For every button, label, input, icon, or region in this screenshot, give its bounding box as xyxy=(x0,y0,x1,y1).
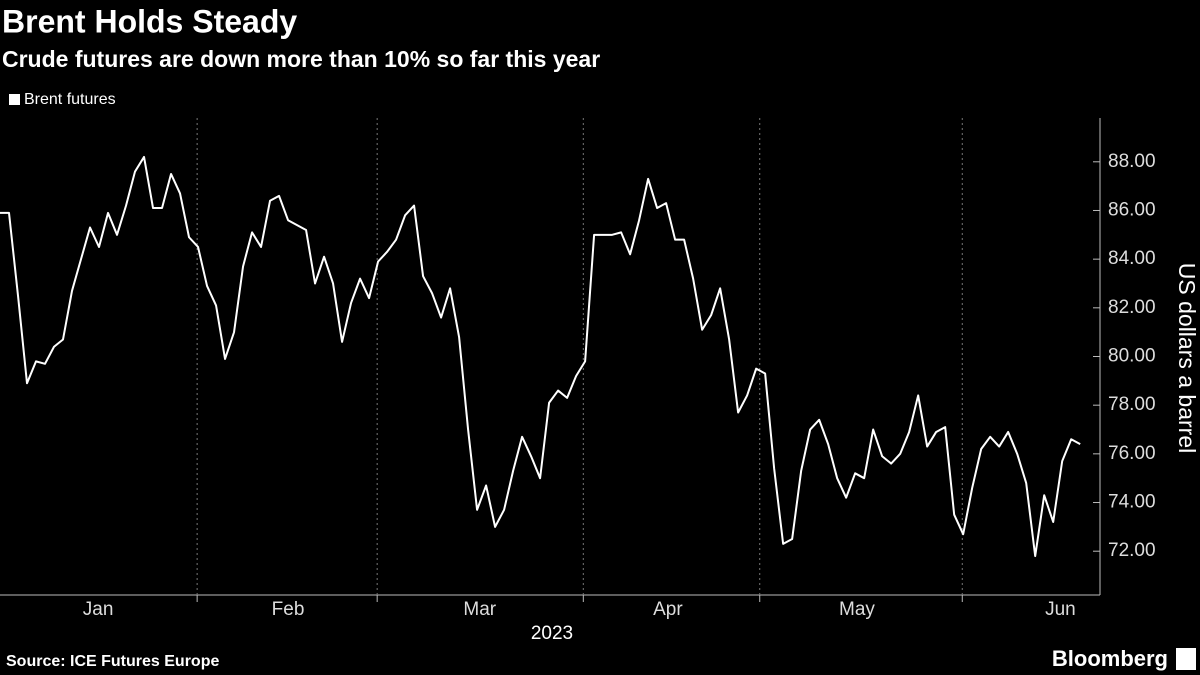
brand-logo xyxy=(1176,648,1196,670)
y-tick-label: 86.00 xyxy=(1108,199,1156,220)
legend-swatch xyxy=(9,94,20,105)
chart-title: Brent Holds Steady xyxy=(2,3,297,39)
x-tick-label: Jan xyxy=(83,599,114,620)
y-tick-label: 78.00 xyxy=(1108,394,1156,415)
x-tick-label: May xyxy=(839,599,875,620)
line xyxy=(0,155,1081,558)
y-tick-label: 84.00 xyxy=(1108,248,1156,269)
x-tick-label: Mar xyxy=(463,599,496,620)
x-tick-label: Apr xyxy=(653,599,683,620)
brand: Bloomberg xyxy=(1052,646,1168,671)
y-tick-label: 76.00 xyxy=(1108,443,1156,464)
y-tick-label: 74.00 xyxy=(1108,492,1156,513)
y-tick-label: 88.00 xyxy=(1108,151,1156,172)
y-tick-label: 72.00 xyxy=(1108,540,1156,561)
legend-label: Brent futures xyxy=(24,91,116,108)
x-axis-label: 2023 xyxy=(531,623,573,644)
y-tick-label: 80.00 xyxy=(1108,346,1156,367)
x-tick-label: Jun xyxy=(1045,599,1076,620)
x-tick-label: Feb xyxy=(272,599,305,620)
y-axis-label: US dollars a barrel xyxy=(1174,263,1200,453)
y-tick-label: 82.00 xyxy=(1108,297,1156,318)
source: Source: ICE Futures Europe xyxy=(6,653,219,670)
chart-subtitle: Crude futures are down more than 10% so … xyxy=(2,46,600,72)
